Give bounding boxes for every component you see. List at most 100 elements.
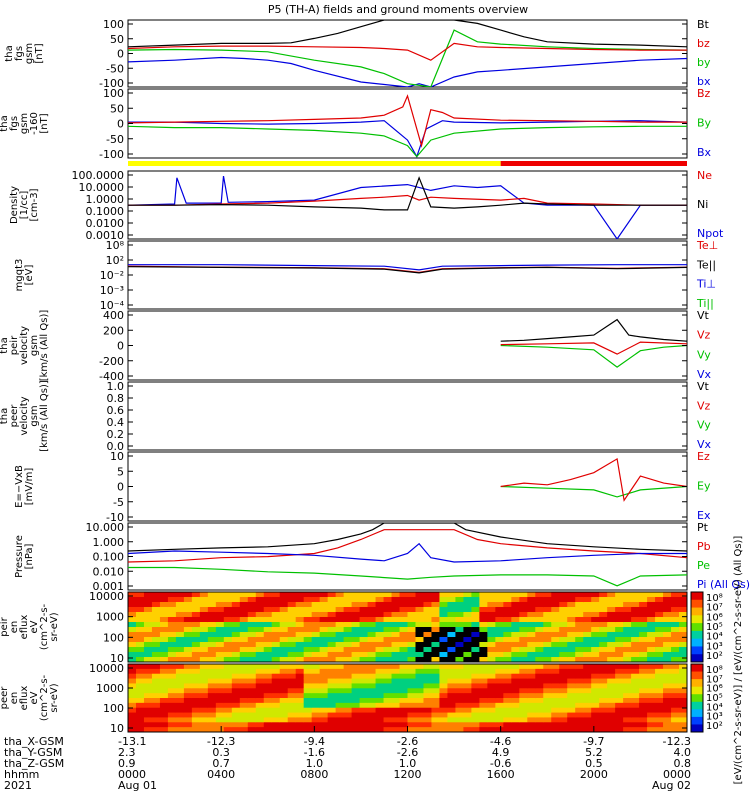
- spectrogram-cell: [263, 673, 273, 680]
- spectrogram-cell: [415, 668, 424, 675]
- spectrogram-cell: [231, 693, 241, 699]
- spectrogram-cell: [375, 698, 385, 704]
- spectrogram-cell: [343, 642, 353, 648]
- spectrogram-cell: [255, 688, 265, 694]
- spectrogram-cell: [159, 622, 169, 628]
- spectrogram-cell: [359, 722, 369, 728]
- spectrogram-cell: [439, 678, 448, 684]
- spectrogram-cell: [327, 637, 337, 643]
- series-line-Vy: [500, 344, 687, 368]
- spectrogram-cell: [175, 712, 185, 718]
- spectrogram-cell: [631, 702, 640, 709]
- spectrogram-cell: [303, 652, 313, 658]
- spectrogram-cell: [279, 597, 289, 603]
- spectrogram-cell: [128, 592, 137, 598]
- spectrogram-cell: [655, 668, 664, 675]
- spectrogram-cell: [655, 632, 664, 638]
- spectrogram-cell: [143, 698, 153, 704]
- y-tick-label: 10⁸: [106, 239, 125, 252]
- spectrogram-cell: [631, 673, 640, 680]
- spectrogram-cell: [535, 657, 544, 662]
- spectrogram-cell: [591, 597, 600, 603]
- spectrogram-cell: [639, 622, 648, 628]
- spectrogram-cell: [407, 627, 416, 633]
- spectrogram-cell: [495, 683, 504, 689]
- y-label-line: tha: [0, 408, 10, 424]
- spectrogram-cell: [151, 717, 161, 723]
- spectrogram-cell: [607, 693, 616, 699]
- x-row-value: 2.3: [118, 746, 136, 759]
- spectrogram-cell: [471, 607, 480, 613]
- spectrogram-cell: [175, 642, 185, 648]
- x-row-value: -13.1: [118, 735, 146, 748]
- spectrogram-cell: [551, 597, 560, 603]
- spectrogram-cell: [319, 698, 329, 704]
- spectrogram-cell: [223, 637, 233, 643]
- spectrogram-cell: [383, 647, 393, 653]
- spectrogram-cell: [423, 673, 432, 680]
- spectrogram-cell: [231, 612, 241, 618]
- spectrogram-cell: [631, 607, 640, 613]
- spectrogram-cell: [519, 693, 528, 699]
- x-row-value: -9.4: [304, 735, 325, 748]
- spectrogram-cell: [447, 602, 456, 608]
- spectrogram-cell: [455, 657, 464, 662]
- colorbar-frame: [690, 591, 704, 663]
- spectrogram-cell: [135, 707, 145, 714]
- spectrogram-cell: [431, 668, 440, 675]
- legend-entry: Bz: [697, 87, 711, 100]
- y-tick-label: 0.0100: [86, 217, 125, 230]
- spectrogram-cell: [279, 698, 289, 704]
- spectrogram-cell: [439, 693, 448, 699]
- spectrogram-cell: [215, 657, 225, 662]
- spectrogram-cell: [175, 693, 185, 699]
- spectrogram-cell: [247, 612, 257, 618]
- spectrogram-cell: [511, 612, 520, 618]
- spectrogram-cell: [423, 693, 432, 699]
- x-axis-labels: tha_X-GSM -13.1 -12.3 -9.4 -2.6 -4.6 -9.7 -12.3…: [4, 726, 691, 792]
- spectrogram-cell: [543, 722, 552, 728]
- spectrogram-cell: [143, 602, 153, 608]
- spectrogram-cell: [215, 627, 225, 633]
- spectrogram-cell: [639, 647, 648, 653]
- spectrogram-cell: [679, 617, 687, 623]
- spectrogram-cell: [463, 668, 472, 675]
- spectrogram-cell: [327, 652, 337, 658]
- spectrogram-cell: [319, 712, 329, 718]
- colorbar-tick: 10⁶: [706, 684, 723, 695]
- spectrogram-cell: [455, 668, 464, 675]
- series-line-Pt: [128, 523, 687, 552]
- spectrogram-cell: [607, 622, 616, 628]
- spectrogram-cell: [503, 702, 512, 709]
- spectrogram-cell: [247, 617, 257, 623]
- spectrogram-cell: [423, 702, 432, 709]
- spectrogram-cell: [519, 678, 528, 684]
- spectrogram-cell: [431, 722, 440, 728]
- spectrogram-cell: [559, 607, 568, 613]
- spectrogram-cell: [319, 702, 329, 709]
- spectrogram-cell: [159, 698, 169, 704]
- spectrogram-cell: [519, 642, 528, 648]
- spectrogram-cell: [391, 627, 401, 633]
- spectrogram-cell: [191, 727, 201, 732]
- spectrogram-cell: [191, 627, 201, 633]
- spectrogram-cell: [183, 702, 193, 709]
- spectrogram-cell: [351, 652, 361, 658]
- spectrogram-cell: [671, 652, 680, 658]
- spectrogram-cell: [335, 722, 345, 728]
- y-axis-label: tha fgs gsm -160 [nT]: [0, 112, 50, 135]
- spectrogram-cell: [471, 617, 480, 623]
- spectrogram-cell: [527, 642, 536, 648]
- spectrogram-cell: [367, 617, 377, 623]
- spectrogram-cell: [327, 617, 337, 623]
- spectrogram-cell: [447, 688, 456, 694]
- spectrogram-cell: [367, 683, 377, 689]
- spectrogram-cell: [231, 637, 241, 643]
- spectrogram-cell: [359, 693, 369, 699]
- spectrogram-cell: [639, 592, 648, 598]
- spectrogram-cell: [495, 722, 504, 728]
- y-tick-label: 1.0000: [86, 193, 125, 206]
- spectrogram-cell: [223, 607, 233, 613]
- spectrogram-cell: [391, 602, 401, 608]
- spectrogram-cell: [159, 678, 169, 684]
